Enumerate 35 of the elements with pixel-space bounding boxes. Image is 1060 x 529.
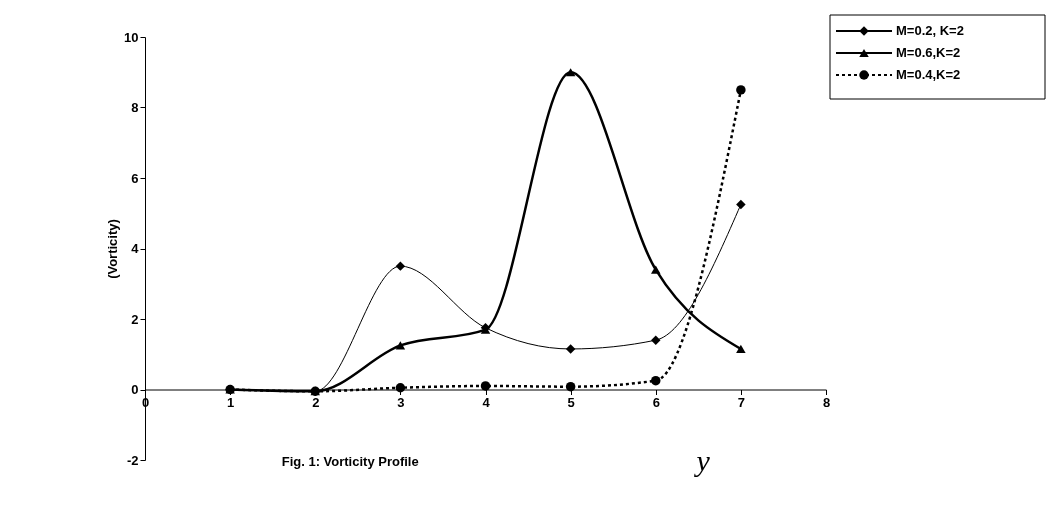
- point: [395, 383, 406, 393]
- x-tick-label: 3: [397, 395, 405, 410]
- y-axis-title: (Vorticity): [105, 219, 121, 279]
- point: [651, 265, 661, 274]
- legend-label: M=0.2, K=2: [896, 23, 964, 38]
- y-tick-label: -2: [126, 452, 139, 468]
- point: [395, 261, 406, 271]
- annotation: y: [693, 444, 711, 477]
- y-tick-label: 6: [131, 170, 139, 186]
- point: [651, 335, 661, 345]
- x-tick-label: 2: [312, 395, 320, 410]
- y-tick-label: 10: [124, 29, 139, 45]
- x-tick-label: 5: [567, 395, 575, 410]
- point: [736, 344, 746, 354]
- y-tick-label: 8: [131, 100, 139, 115]
- x-tick-label: 1: [227, 395, 235, 410]
- legend-label: M=0.6,K=2: [896, 45, 961, 60]
- legend-label: M=0.4,K=2: [896, 67, 961, 82]
- point: [565, 381, 576, 392]
- point: [310, 386, 320, 396]
- x-tick-label: 7: [737, 395, 745, 410]
- x-axis-title: Fig. 1: Vorticity Profile: [281, 453, 419, 469]
- point: [565, 68, 576, 77]
- point: [395, 341, 406, 350]
- y-tick-label: 2: [131, 311, 139, 327]
- x-tick-label: 6: [652, 395, 660, 410]
- point: [565, 344, 576, 354]
- point: [736, 85, 746, 95]
- point: [736, 199, 746, 210]
- y-tick-label: 4: [131, 241, 140, 256]
- point: [480, 381, 491, 391]
- y-tick-label: 0: [131, 382, 139, 397]
- x-tick-label: 8: [822, 395, 831, 410]
- x-tick-label: 4: [482, 395, 491, 410]
- point: [651, 375, 661, 386]
